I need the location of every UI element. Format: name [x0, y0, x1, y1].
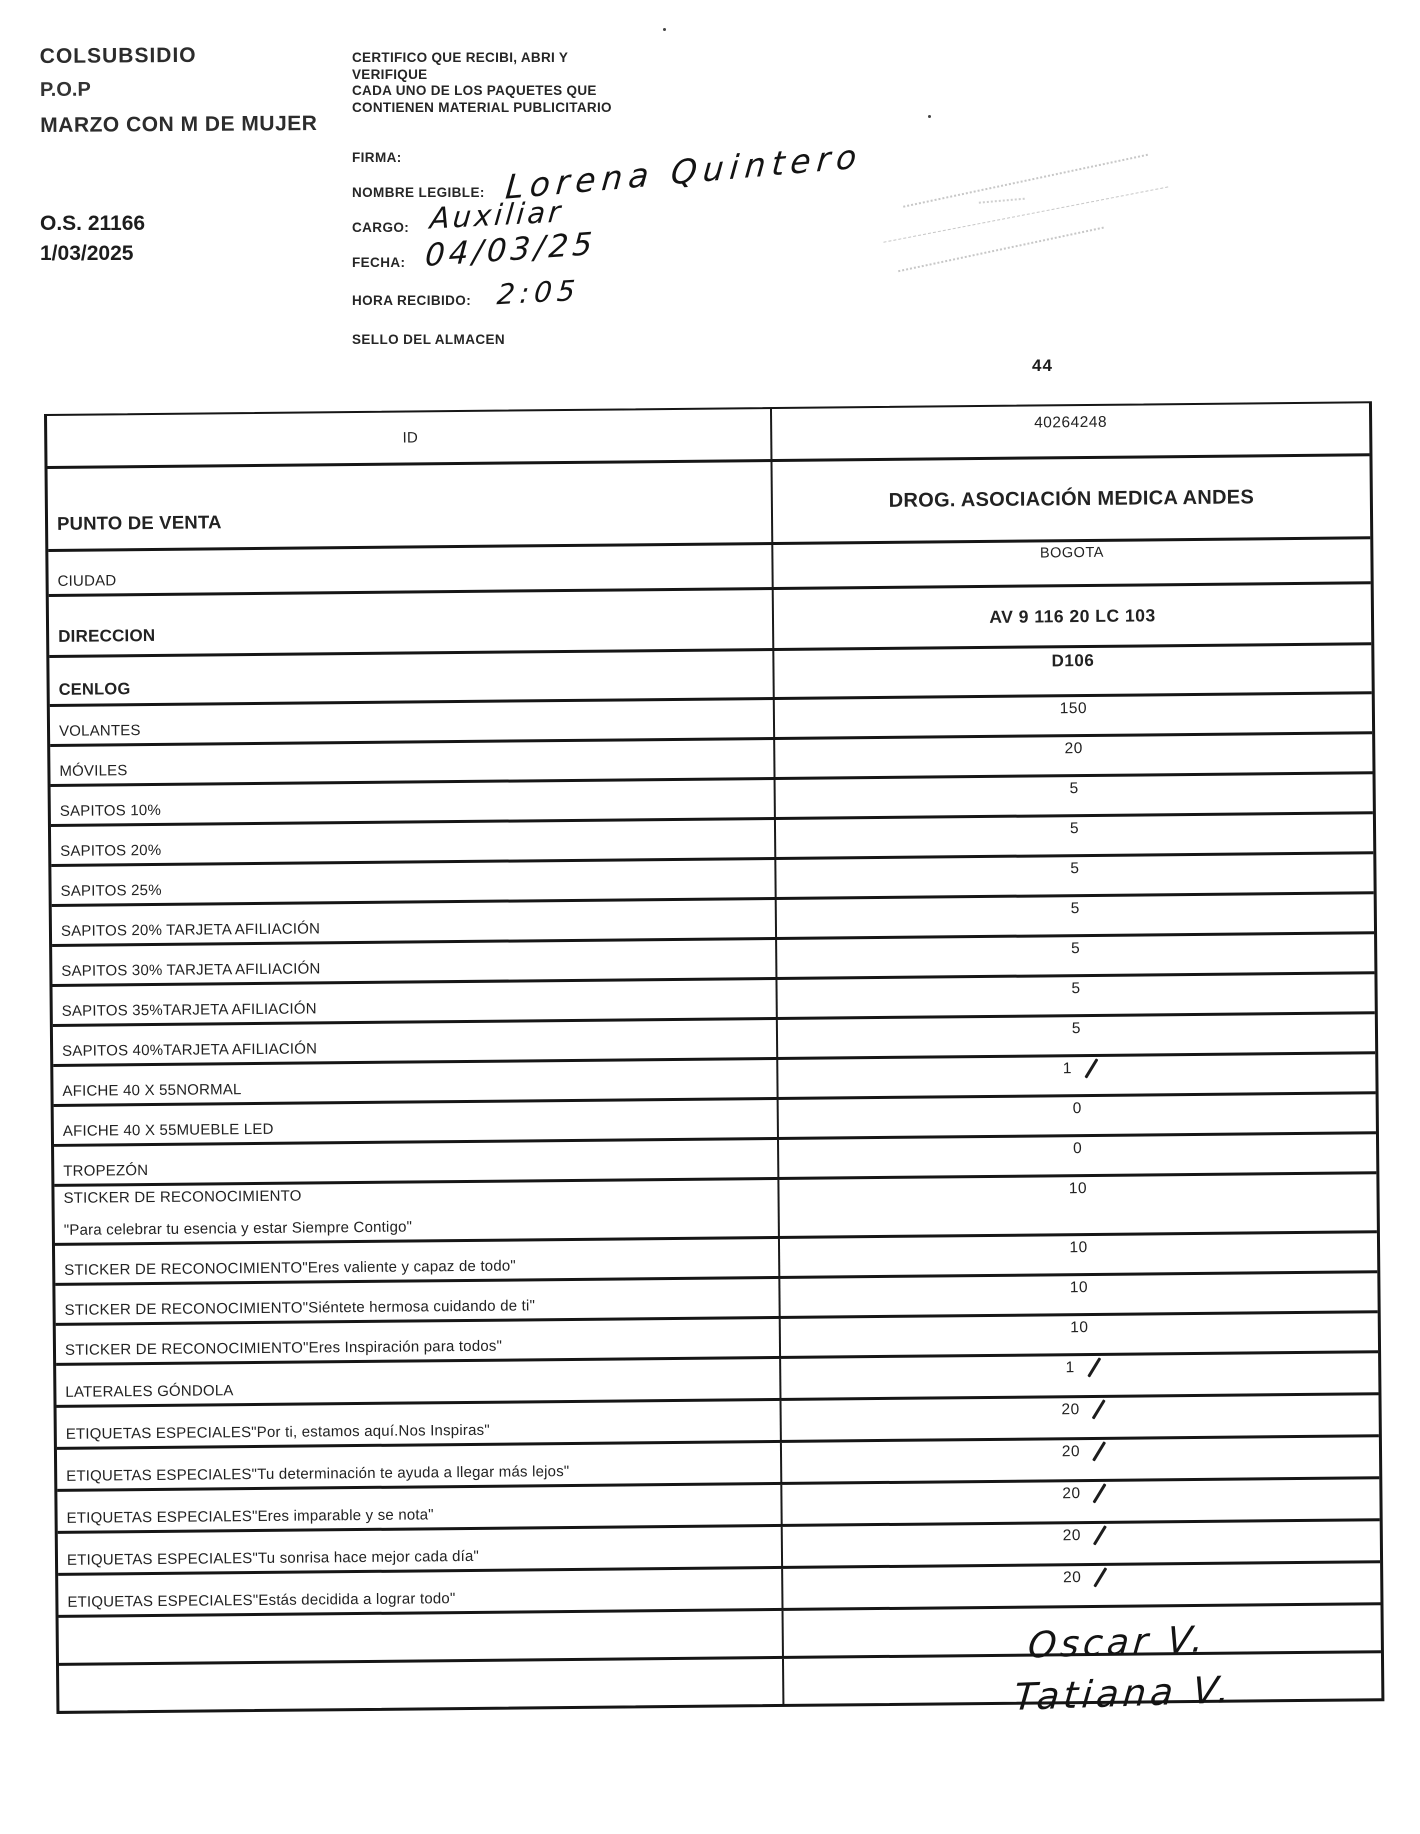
row-value: 10 [1069, 1239, 1088, 1257]
row-label: CENLOG [49, 651, 775, 704]
row-value: 5 [1069, 820, 1080, 838]
row-label: TROPEZÓN [54, 1139, 780, 1184]
page-number: 44 [1032, 356, 1053, 375]
row-value: D106 [1051, 650, 1095, 671]
row-label [58, 1610, 784, 1663]
row-value: 5 [1069, 780, 1079, 798]
row-label: ETIQUETAS ESPECIALES"Eres imparable y se… [57, 1484, 783, 1531]
row-label: ETIQUETAS ESPECIALES"Estás decidida a lo… [58, 1568, 784, 1615]
row-label: SAPITOS 30% TARJETA AFILIACIÓN [52, 939, 778, 984]
row-value: 1 [778, 1054, 1375, 1097]
order-block: O.S. 21166 1/03/2025 [40, 212, 145, 266]
org-name: COLSUBSIDIO [39, 43, 197, 68]
row-label: STICKER DE RECONOCIMIENTO "Para celebrar … [54, 1179, 780, 1243]
row-label: ETIQUETAS ESPECIALES"Por ti, estamos aqu… [56, 1400, 782, 1447]
warehouse-stamp [855, 137, 1200, 307]
row-label: SAPITOS 25% [51, 859, 777, 904]
row-label: ETIQUETAS ESPECIALES"Tu determinación te… [56, 1442, 783, 1489]
row-label: STICKER DE RECONOCIMIENTO"Eres valiente … [54, 1238, 781, 1283]
row-label: MÓVILES [50, 739, 776, 784]
firma-label: FIRMA: [352, 150, 402, 165]
cargo-label: CARGO: [352, 220, 410, 235]
row-value: 40264248 [1034, 413, 1108, 432]
row-value: 5 [1071, 1020, 1082, 1038]
row-value: DROG. ASOCIACIÓN MEDICA ANDES [888, 485, 1255, 512]
signature: Oscar V. [1026, 1619, 1209, 1667]
row-label: AFICHE 40 X 55MUEBLE LED [53, 1099, 779, 1144]
row-value: 20 [1064, 740, 1083, 758]
row-label: ETIQUETAS ESPECIALES"Tu sonrisa hace mej… [57, 1526, 784, 1573]
check-mark-icon [1083, 1058, 1099, 1079]
row-value: 0 [1072, 1100, 1082, 1118]
pop-table: ID 40264248 PUNTO DE VENTA DROG. ASOCIACIÓN… [44, 401, 1385, 1714]
row-value: 5 [1070, 900, 1080, 918]
row-label: STICKER DE RECONOCIMIENTO"Eres Inspiraci… [55, 1318, 782, 1363]
row-value: 150 [1059, 700, 1088, 718]
row-label: SAPITOS 35%TARJETA AFILIACIÓN [52, 979, 778, 1024]
program-name: P.O.P [39, 78, 91, 101]
hora-label: HORA RECIBIDO: [352, 293, 472, 308]
row-value: 5 [1070, 860, 1080, 878]
nombre-label: NOMBRE LEGIBLE: [352, 185, 485, 200]
check-mark-icon [1092, 1441, 1107, 1462]
row-value: 1 [781, 1353, 1378, 1398]
row-label: SAPITOS 20% TARJETA AFILIACIÓN [51, 899, 778, 944]
certification-line: VERIFIQUE [352, 66, 428, 82]
sello-label: SELLO DEL ALMACEN [352, 332, 506, 347]
certification-line: CERTIFICO QUE RECIBI, ABRI Y [352, 50, 569, 65]
check-mark-icon [1091, 1399, 1106, 1420]
signature: Tatiana V. [1012, 1668, 1236, 1720]
fecha-label: FECHA: [352, 255, 406, 270]
letterhead: COLSUBSIDIO P.O.P MARZO CON M DE MUJER [40, 43, 318, 138]
row-label: STICKER DE RECONOCIMIENTO"Siéntete hermo… [55, 1278, 781, 1323]
row-value: 5 [1071, 980, 1081, 998]
certification-text: CERTIFICO QUE RECIBI, ABRI Y VERIFIQUE C… [352, 50, 772, 116]
row-value: 20 [782, 1479, 1379, 1524]
row-value: 10 [1069, 1279, 1089, 1297]
certification-line: CADA UNO DE LOS PAQUETES QUE [352, 83, 597, 98]
row-label: ID [47, 409, 773, 466]
row-value: 10 [1070, 1319, 1089, 1337]
row-value: 0 [1072, 1140, 1083, 1158]
row-label: SAPITOS 20% [50, 819, 777, 864]
row-label: VOLANTES [49, 699, 776, 744]
campaign-name: MARZO CON M DE MUJER [40, 112, 318, 137]
scan-artifact [663, 28, 666, 31]
row-value: 20 [783, 1521, 1380, 1566]
row-value: 10 [1068, 1180, 1088, 1198]
scan-artifact [928, 115, 931, 118]
signatures: Oscar V. Tatiana V. [1012, 1618, 1235, 1720]
row-label: DIRECCION [48, 590, 775, 655]
check-mark-icon [1093, 1567, 1108, 1588]
hora-handwritten-value: 2:05 [495, 273, 582, 312]
row-value: 20 [783, 1563, 1380, 1608]
check-mark-icon [1093, 1525, 1108, 1546]
check-mark-icon [1086, 1357, 1101, 1378]
row-value: BOGOTA [1039, 544, 1104, 562]
table-row: PUNTO DE VENTA DROG. ASOCIACIÓN MEDICA AN… [47, 456, 1371, 552]
order-date: 1/03/2025 [40, 242, 134, 265]
order-number: O.S. 21166 [40, 212, 146, 235]
row-label: CIUDAD [48, 545, 774, 594]
row-label: LATERALES GÓNDOLA [56, 1358, 782, 1405]
row-value: 20 [782, 1437, 1379, 1482]
check-mark-icon [1092, 1483, 1107, 1504]
row-value: AV 9 116 20 LC 103 [989, 604, 1156, 627]
certification-line: CONTIENEN MATERIAL PUBLICITARIO [352, 99, 612, 115]
row-label: SAPITOS 40%TARJETA AFILIACIÓN [52, 1019, 779, 1064]
row-label: SAPITOS 10% [50, 779, 776, 824]
row-label [59, 1658, 785, 1711]
row-label: PUNTO DE VENTA [47, 462, 774, 549]
row-value: 20 [782, 1395, 1379, 1440]
row-value: 5 [1071, 940, 1081, 958]
row-label: AFICHE 40 X 55NORMAL [53, 1059, 779, 1104]
